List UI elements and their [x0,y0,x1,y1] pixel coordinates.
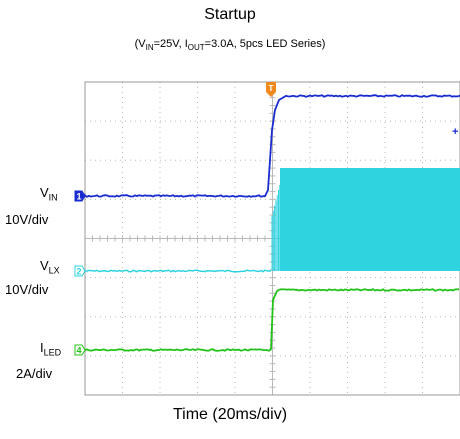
vlx-scale-label: 10V/div [5,282,49,297]
vin-label: VIN [40,185,58,203]
iled-label: ILED [40,340,62,358]
x-axis-label: Time (20ms/div) [172,406,288,423]
trigger-marker-label: T [269,84,274,93]
iled-trace [84,288,460,352]
svg-text:2: 2 [76,267,81,277]
iled-scale-label: 2A/div [16,366,53,381]
vlx-label: VLX [40,258,60,276]
vin-trace [84,94,460,198]
vlx-ramp-pulses [271,169,285,271]
iled-channel-marker: 4 [74,344,86,356]
svg-text:1: 1 [76,192,81,202]
vlx-switching-burst [280,168,460,271]
vlx-channel-marker: 2 [74,265,86,277]
vin-channel-marker: 1 [74,190,86,202]
trigger-marker-icon [266,82,276,97]
chart-subtitle: (VIN=25V, IOUT=3.0A, 5pcs LED Series) [134,38,326,53]
vlx-trace-base [84,269,272,273]
cursor-marker: + [452,126,458,138]
vin-scale-label: 10V/div [5,212,49,227]
svg-text:4: 4 [76,346,81,356]
chart-title: Startup [204,6,256,23]
